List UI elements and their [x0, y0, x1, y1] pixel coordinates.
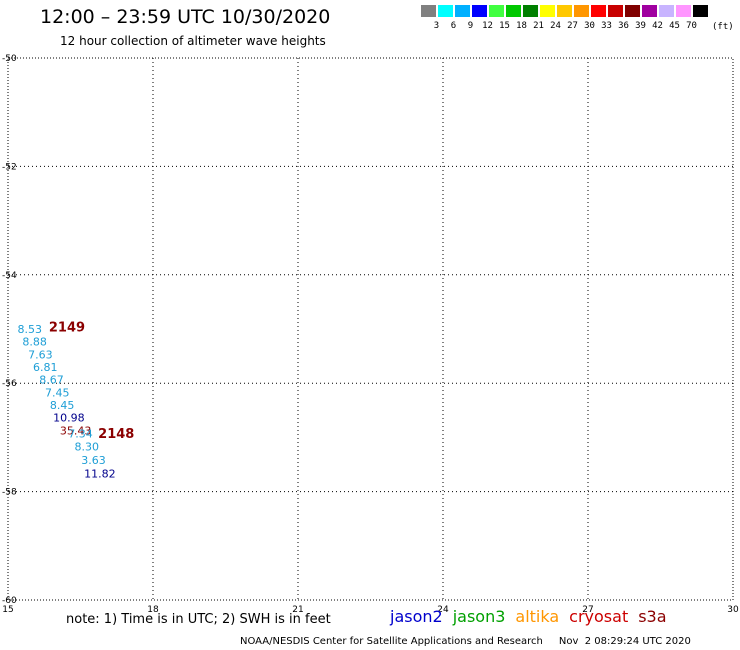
color-swatch-0	[420, 4, 437, 18]
legend-label-15: 70	[686, 21, 697, 31]
legend-units: (ft)	[712, 22, 734, 32]
color-swatch-2	[454, 4, 471, 18]
wave-height-label-5: 7.45	[45, 386, 70, 399]
wave-height-label-12: 11.82	[84, 468, 116, 481]
color-swatch-9	[573, 4, 590, 18]
footer-credit-line: NOAA/NESDIS Center for Satellite Applica…	[240, 636, 691, 647]
chart-title: 12:00 – 23:59 UTC 10/30/2020	[40, 6, 331, 28]
legend-label-2: 9	[467, 21, 474, 31]
x-tick-label-15: 15	[2, 605, 13, 615]
wave-height-label-4: 8.67	[39, 373, 64, 386]
y-tick-label--50: -50	[2, 54, 17, 64]
color-swatch-11	[607, 4, 624, 18]
footer-credit: NOAA/NESDIS Center for Satellite Applica…	[240, 636, 543, 647]
wave-height-label-6: 8.45	[50, 399, 75, 412]
footer-note: note: 1) Time is in UTC; 2) SWH is in fe…	[66, 612, 331, 627]
satellite-altika: altika	[515, 607, 560, 626]
color-swatch-5	[505, 4, 522, 18]
color-swatch-13	[641, 4, 658, 18]
color-swatch-14	[658, 4, 675, 18]
legend-label-8: 27	[567, 21, 578, 31]
satellite-cryosat: cryosat	[569, 607, 629, 626]
footer-timestamp: Nov 2 08:29:24 UTC 2020	[558, 636, 691, 647]
wave-height-label-9: 7.34	[68, 428, 93, 441]
legend-label-3: 12	[482, 21, 493, 31]
color-swatch-4	[488, 4, 505, 18]
x-tick-label-21: 21	[292, 605, 303, 615]
color-scale-swatches	[420, 4, 709, 18]
wave-height-label-10: 8.30	[75, 441, 100, 454]
color-swatch-10	[590, 4, 607, 18]
x-tick-label-18: 18	[147, 605, 159, 615]
legend-label-14: 45	[669, 21, 680, 31]
legend-label-5: 18	[516, 21, 527, 31]
color-swatch-3	[471, 4, 488, 18]
legend-label-13: 42	[652, 21, 663, 31]
color-swatch-12	[624, 4, 641, 18]
y-tick-label--52: -52	[2, 162, 17, 172]
color-scale-labels: 3 6 9 12 15 18 21 24 27 30 33 36 39 42 45 70	[420, 21, 709, 31]
legend-label-12: 39	[635, 21, 646, 31]
x-tick-label-24: 24	[437, 605, 449, 615]
y-tick-label--54: -54	[2, 271, 17, 281]
wave-height-label-11: 3.63	[81, 454, 106, 467]
y-tick-label--60: -60	[2, 596, 17, 606]
satellite-legend: jason2 jason3 altika cryosat s3a	[390, 607, 667, 626]
color-swatch-8	[556, 4, 573, 18]
wave-height-label-0: 8.53	[18, 323, 43, 336]
y-tick-label--58: -58	[2, 488, 17, 498]
color-swatch-16	[692, 4, 709, 18]
chart-subtitle: 12 hour collection of altimeter wave hei…	[60, 34, 326, 48]
legend-label-6: 21	[533, 21, 544, 31]
y-tick-label--56: -56	[2, 379, 17, 389]
x-tick-label-27: 27	[582, 605, 593, 615]
color-swatch-15	[675, 4, 692, 18]
color-swatch-7	[539, 4, 556, 18]
legend-label-1: 6	[450, 21, 457, 31]
legend-label-9: 30	[584, 21, 595, 31]
color-swatch-6	[522, 4, 539, 18]
x-tick-label-30: 30	[727, 605, 739, 615]
wave-height-label-7: 10.98	[53, 411, 85, 424]
satellite-jason2: jason2	[390, 607, 443, 626]
color-scale-legend: 3 6 9 12 15 18 21 24 27 30 33 36 39 42 45 70	[420, 4, 709, 31]
wave-height-label-2: 7.63	[28, 348, 53, 361]
wave-height-label-3: 6.81	[33, 361, 58, 374]
pass-time-annotation-2148: 2148	[98, 427, 134, 442]
pass-time-annotation-2149: 2149	[49, 320, 85, 335]
legend-label-0: 3	[433, 21, 440, 31]
legend-label-10: 33	[601, 21, 612, 31]
plot-frame	[7, 57, 734, 601]
legend-label-11: 36	[618, 21, 629, 31]
wave-height-label-1: 8.88	[22, 335, 47, 348]
color-swatch-1	[437, 4, 454, 18]
legend-label-4: 15	[499, 21, 510, 31]
satellite-s3a: s3a	[638, 607, 667, 626]
satellite-jason3: jason3	[452, 607, 506, 626]
legend-label-7: 24	[550, 21, 561, 31]
wave-height-label-8: 35.43	[60, 424, 92, 437]
